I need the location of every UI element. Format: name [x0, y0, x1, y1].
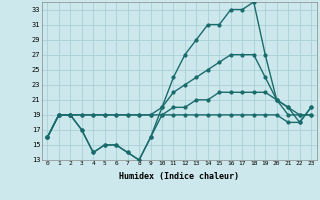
- X-axis label: Humidex (Indice chaleur): Humidex (Indice chaleur): [119, 172, 239, 181]
